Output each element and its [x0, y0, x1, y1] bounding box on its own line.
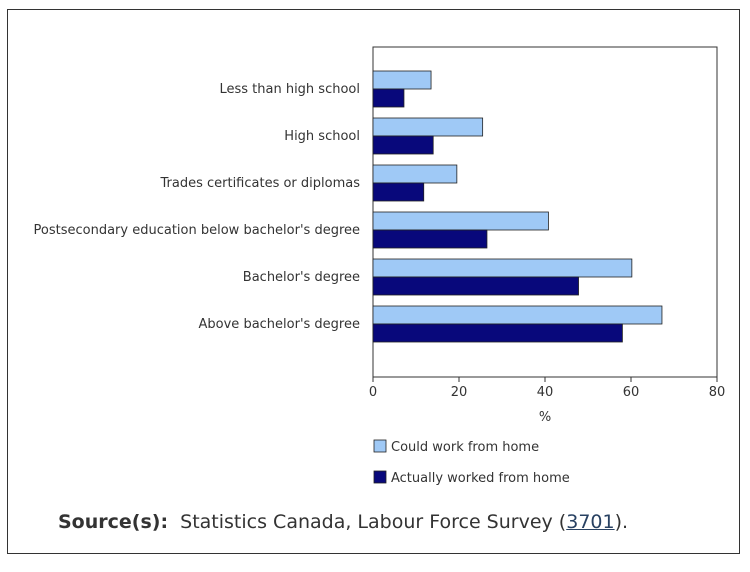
x-tick-label: 80: [709, 385, 726, 400]
category-label: High school: [284, 129, 360, 144]
bar-could-4: [372, 258, 633, 278]
bar-actually-2: [372, 182, 425, 202]
x-axis-label: %: [539, 410, 551, 425]
legend-label-actually: Actually worked from home: [391, 471, 570, 486]
category-label: Above bachelor's degree: [199, 317, 360, 332]
bar-could-3: [372, 211, 549, 231]
bar-could-1: [372, 117, 484, 137]
bar-actually-1: [372, 135, 434, 155]
source-suffix: ).: [614, 511, 629, 533]
bar-actually-5: [372, 323, 623, 343]
x-tick-label: 60: [623, 385, 640, 400]
bar-actually-0: [372, 88, 405, 108]
legend-label-could: Could work from home: [391, 440, 539, 455]
bar-actually-4: [372, 276, 579, 296]
source-table-link[interactable]: 3701: [566, 511, 615, 533]
x-tick-label: 0: [369, 385, 377, 400]
bar-actually-3: [372, 229, 488, 249]
source-text: Statistics Canada, Labour Force Survey (: [180, 511, 567, 533]
legend-swatch-could: [373, 439, 387, 453]
bar-could-2: [372, 164, 458, 184]
source-label: Source(s):: [58, 511, 169, 533]
bar-could-5: [372, 305, 663, 325]
category-label: Postsecondary education below bachelor's…: [34, 223, 360, 238]
source-note: Source(s): Statistics Canada, Labour For…: [58, 511, 628, 533]
legend-swatch-actually: [373, 470, 387, 484]
x-tick-label: 20: [451, 385, 468, 400]
category-label: Bachelor's degree: [243, 270, 360, 285]
bar-could-0: [372, 70, 432, 90]
x-tick-label: 40: [537, 385, 554, 400]
category-label: Trades certificates or diplomas: [159, 176, 360, 191]
category-label: Less than high school: [219, 82, 360, 97]
